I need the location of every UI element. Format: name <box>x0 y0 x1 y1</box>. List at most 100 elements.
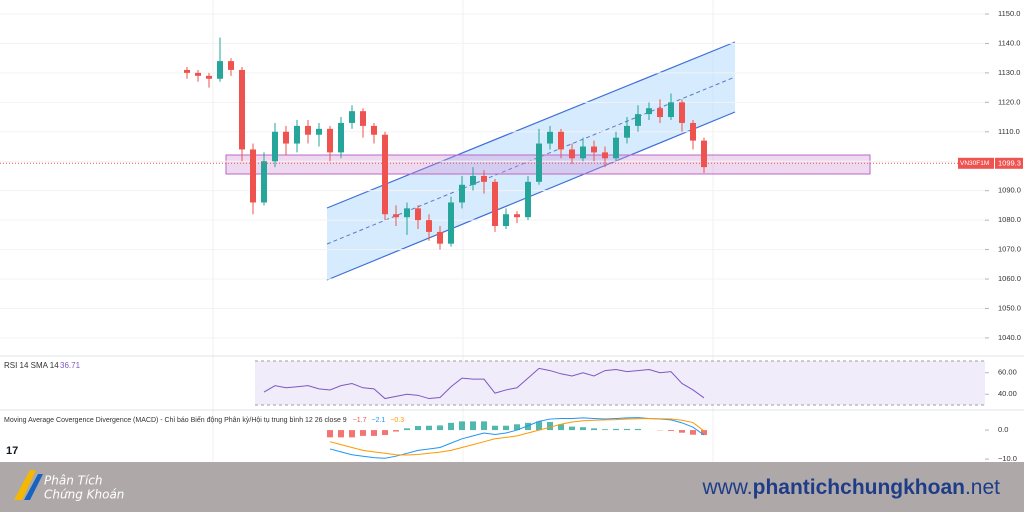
symbol-box <box>958 157 994 169</box>
histogram-bar <box>635 428 641 431</box>
macd-title: Moving Average Covergence Divergence (MA… <box>4 415 347 424</box>
macd-legend-value: −2.1 <box>372 417 386 424</box>
candle-body <box>349 111 355 123</box>
histogram-bar <box>503 425 509 431</box>
histogram-bar <box>580 427 586 431</box>
candle-body <box>217 61 223 79</box>
y-tick-label: 1050.0 <box>998 303 1021 312</box>
candle-body <box>657 108 663 118</box>
candle-body <box>701 140 707 168</box>
y-tick-label: 1080.0 <box>998 215 1021 224</box>
candle-body <box>294 125 300 144</box>
candle-body <box>668 102 674 118</box>
series-line <box>263 367 705 400</box>
candle-body <box>646 108 652 115</box>
macd-legend-value: −1.7 <box>353 417 367 424</box>
histogram-bar <box>338 430 344 438</box>
histogram-bar <box>448 422 454 431</box>
url-prefix: www. <box>701 476 752 499</box>
candle-body <box>228 61 234 70</box>
histogram-bar <box>426 425 432 431</box>
histogram-bar <box>668 430 674 431</box>
price-box <box>995 157 1023 169</box>
candle-body <box>624 125 630 138</box>
y-tick-label: 1040.0 <box>998 333 1021 342</box>
candle-body <box>305 125 311 135</box>
url-suffix: .net <box>965 476 1000 499</box>
candle-body <box>481 175 487 182</box>
candle-body <box>679 102 685 123</box>
histogram-bar <box>415 426 421 431</box>
candle-body <box>569 149 575 159</box>
candle-body <box>382 134 388 215</box>
tv-logo: 17 <box>6 445 18 457</box>
macd-legend-value: −0.3 <box>390 417 404 424</box>
marks: 1150.01140.01130.01120.01110.01100.01090… <box>0 9 1023 463</box>
histogram-bar <box>470 421 476 431</box>
histogram-bar <box>437 425 443 431</box>
histogram-bar <box>404 428 410 431</box>
y-tick-label: 60.00 <box>998 368 1017 377</box>
histogram-bar <box>690 430 696 435</box>
candle-body <box>393 214 399 218</box>
candle-body <box>206 75 212 79</box>
candle-body <box>613 137 619 159</box>
candle-body <box>250 149 256 203</box>
candle-body <box>503 214 509 227</box>
candle-body <box>184 69 190 73</box>
candle-body <box>239 69 245 150</box>
histogram-bar <box>371 430 377 436</box>
candle-body <box>525 181 531 218</box>
histogram-bar <box>525 422 531 431</box>
candle-body <box>316 128 322 135</box>
histogram-bar <box>514 424 520 431</box>
candle-body <box>602 152 608 159</box>
histogram-bar <box>536 421 542 431</box>
histogram-bar <box>613 428 619 431</box>
last-price-label: 1099.3 <box>998 158 1021 167</box>
channel-line <box>326 41 736 209</box>
histogram-bar <box>591 428 597 431</box>
rsi-band <box>255 361 985 405</box>
footer-bar <box>0 462 1024 512</box>
candle-body <box>580 146 586 159</box>
candle-body <box>360 111 366 126</box>
histogram-bar <box>327 430 333 438</box>
candle-body <box>283 131 289 144</box>
candle-body <box>492 181 498 227</box>
histogram-bar <box>459 421 465 431</box>
candle-body <box>272 131 278 162</box>
histogram-bar <box>382 430 388 436</box>
y-tick-label: 1110.0 <box>998 127 1020 136</box>
histogram-bar <box>360 430 366 436</box>
y-tick-label: 0.0 <box>998 425 1008 434</box>
logo-line1: Phân Tích <box>44 474 102 488</box>
y-tick-label: 1090.0 <box>998 186 1021 195</box>
candle-body <box>371 125 377 135</box>
brand-logo <box>14 470 43 500</box>
rsi-value: 36.71 <box>60 361 81 370</box>
candle-body <box>338 122 344 153</box>
histogram-bar <box>558 424 564 431</box>
candle-body <box>690 122 696 141</box>
candle-body <box>404 208 410 218</box>
website[interactable]: www.phantichchungkhoan.net <box>701 476 1000 499</box>
support-zone <box>225 154 871 175</box>
y-tick-label: 1120.0 <box>998 97 1020 106</box>
y-tick-label: 1070.0 <box>998 245 1021 254</box>
candle-body <box>459 184 465 203</box>
histogram-bar <box>547 421 553 431</box>
url-domain: phantichchungkhoan <box>753 476 965 499</box>
candle-body <box>327 128 333 153</box>
candle-body <box>415 208 421 221</box>
candle-body <box>591 146 597 153</box>
candle-body <box>536 143 542 182</box>
series-line <box>329 417 705 456</box>
histogram-bar <box>393 430 399 432</box>
candle-body <box>261 161 267 203</box>
histogram-bar <box>481 421 487 431</box>
histogram-bar <box>492 425 498 431</box>
candle-body <box>514 214 520 218</box>
y-tick-label: 1130.0 <box>998 68 1020 77</box>
